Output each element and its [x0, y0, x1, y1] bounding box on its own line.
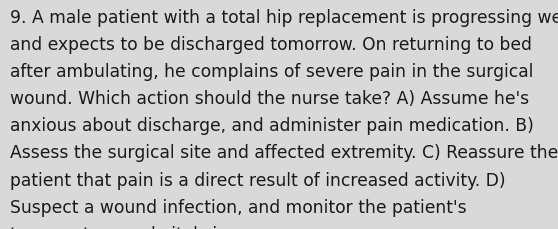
Text: anxious about discharge, and administer pain medication. B): anxious about discharge, and administer … [10, 117, 534, 135]
Text: Assess the surgical site and affected extremity. C) Reassure the: Assess the surgical site and affected ex… [10, 144, 558, 162]
Text: temperature and vital signs.: temperature and vital signs. [10, 225, 253, 229]
Text: wound. Which action should the nurse take? A) Assume he's: wound. Which action should the nurse tak… [10, 90, 529, 108]
Text: and expects to be discharged tomorrow. On returning to bed: and expects to be discharged tomorrow. O… [10, 36, 532, 54]
Text: after ambulating, he complains of severe pain in the surgical: after ambulating, he complains of severe… [10, 63, 533, 81]
Text: 9. A male patient with a total hip replacement is progressing well: 9. A male patient with a total hip repla… [10, 9, 558, 27]
Text: Suspect a wound infection, and monitor the patient's: Suspect a wound infection, and monitor t… [10, 198, 466, 216]
Text: patient that pain is a direct result of increased activity. D): patient that pain is a direct result of … [10, 171, 506, 189]
